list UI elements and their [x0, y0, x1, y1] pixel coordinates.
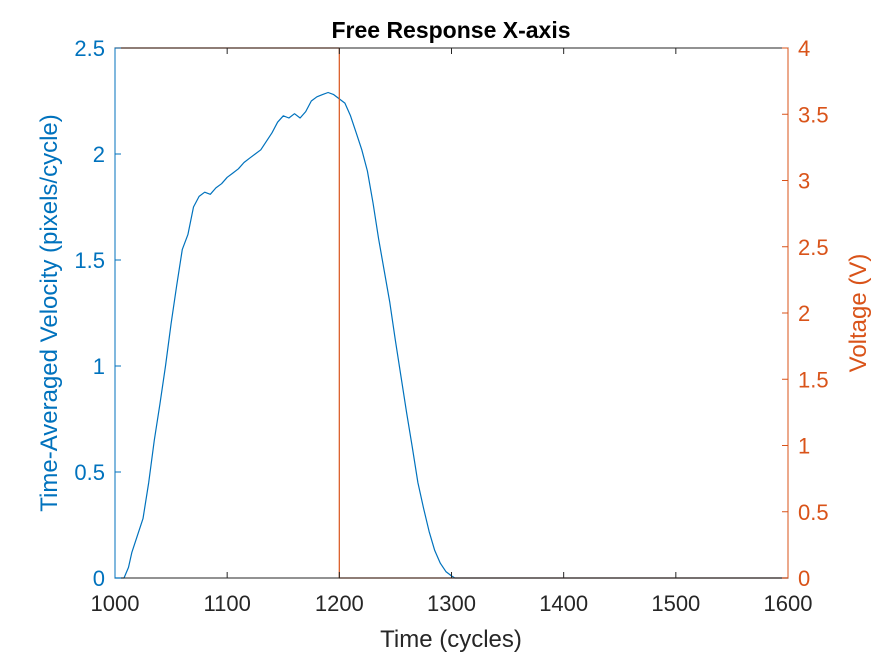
chart-title: Free Response X-axis — [331, 17, 570, 43]
x-tick-label: 1400 — [539, 591, 588, 616]
y-axis-label-left: Time-Averaged Velocity (pixels/cycle) — [36, 114, 63, 511]
y-left-tick-label: 0.5 — [74, 460, 105, 485]
y-left-tick-label: 2.5 — [74, 36, 105, 61]
x-axis-label: Time (cycles) — [380, 626, 522, 653]
y-axis-label-right: Voltage (V) — [845, 254, 872, 373]
x-tick-label: 1000 — [91, 591, 140, 616]
plot-background — [115, 48, 788, 578]
y-right-tick-label: 1.5 — [798, 367, 829, 392]
y-left-tick-label: 0 — [93, 566, 105, 591]
y-left-tick-label: 2 — [93, 142, 105, 167]
x-tick-label: 1100 — [204, 591, 251, 616]
x-tick-label: 1200 — [315, 591, 364, 616]
y-right-tick-label: 2 — [798, 301, 810, 326]
x-tick-label: 1500 — [651, 591, 700, 616]
y-right-tick-label: 0.5 — [798, 500, 829, 525]
y-left-tick-label: 1 — [93, 354, 105, 379]
ticks-layer: 1000 1100 1200 1300 1400 1500 160000.511.522.5… — [74, 36, 828, 616]
y-right-tick-label: 3.5 — [798, 102, 829, 127]
x-tick-label: 1600 — [764, 591, 813, 616]
velocity-series-line — [115, 91, 788, 579]
y-right-tick-label: 1 — [798, 434, 810, 459]
y-right-tick-label: 0 — [798, 566, 810, 591]
y-right-tick-label: 3 — [798, 169, 810, 194]
y-right-tick-label: 4 — [798, 36, 810, 61]
y-right-tick-label: 2.5 — [798, 235, 829, 260]
x-tick-label: 1300 — [427, 591, 476, 616]
y-left-tick-label: 1.5 — [74, 248, 105, 273]
